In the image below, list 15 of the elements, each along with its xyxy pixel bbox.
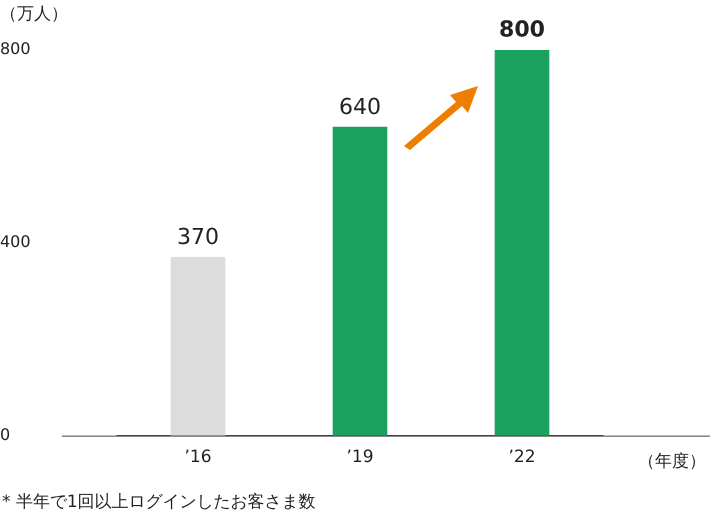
bar [332,126,388,436]
bar [170,256,226,436]
y-tick-label: 800 [0,39,31,58]
data-label: 370 [177,224,219,250]
x-tick-label: ’16 [184,447,212,468]
data-label: 640 [339,94,381,120]
x-tick-label: ’19 [346,447,374,468]
text: * 半年で1回以上ログインしたお客さま数 [2,491,316,513]
x-tick-label: ’22 [508,447,536,468]
y-axis-title: （万人） [0,4,68,24]
data-label: 800 [499,18,545,43]
x-axis-title: （年度） [638,451,706,472]
bar [494,50,550,436]
y-tick-label: 400 [0,232,31,251]
y-tick-label: 0 [0,424,10,444]
